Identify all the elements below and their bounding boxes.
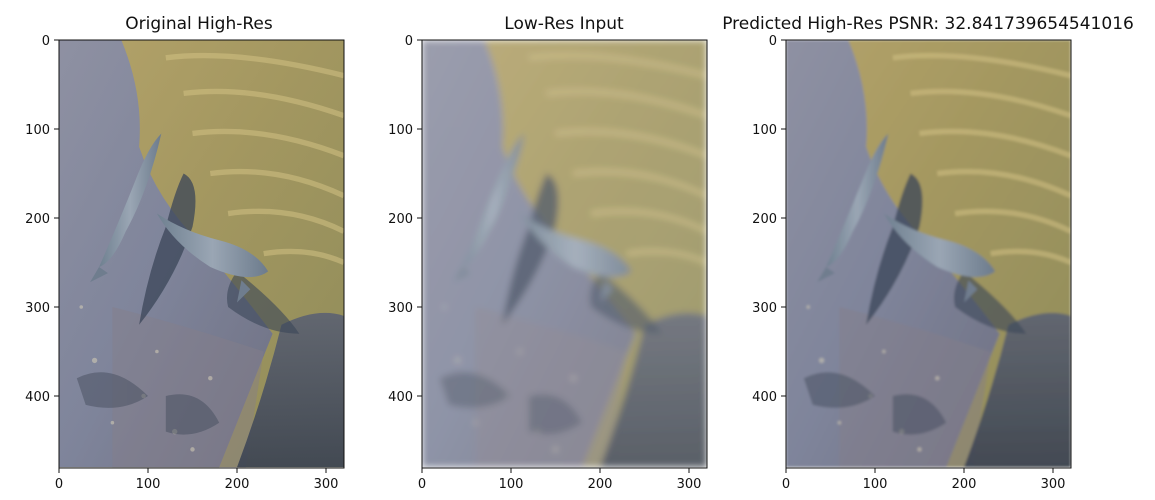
y-tick-label: 100: [25, 123, 50, 138]
panel-title: Low-Res Input: [504, 14, 624, 34]
y-tick-label: 100: [388, 123, 413, 138]
panel-original: Original High-Res 0 100 200 300 400 0 10…: [25, 14, 345, 492]
x-axis: 0 100 200 300: [782, 468, 1066, 492]
y-tick-label: 0: [42, 34, 50, 49]
original-image: [59, 40, 344, 467]
x-tick-label: 0: [418, 477, 426, 492]
y-tick-label: 200: [25, 212, 50, 227]
x-tick-label: 200: [952, 477, 977, 492]
x-tick-label: 200: [225, 477, 250, 492]
y-tick-label: 100: [752, 123, 777, 138]
y-tick-label: 400: [752, 390, 777, 405]
axes-frame: [421, 39, 708, 469]
y-tick-label: 400: [25, 390, 50, 405]
x-tick-label: 0: [782, 477, 790, 492]
y-tick-label: 200: [752, 212, 777, 227]
y-tick-label: 300: [752, 301, 777, 316]
panel-title: Original High-Res: [125, 14, 273, 34]
panel-predicted: Predicted High-Res PSNR: 32.841739654541…: [722, 14, 1134, 492]
y-axis: 0 100 200 300 400: [25, 34, 59, 405]
y-tick-label: 200: [388, 212, 413, 227]
x-tick-label: 300: [314, 477, 339, 492]
x-tick-label: 100: [499, 477, 524, 492]
x-tick-label: 0: [55, 477, 63, 492]
x-tick-label: 300: [677, 477, 702, 492]
y-tick-label: 0: [405, 34, 413, 49]
y-tick-label: 300: [388, 301, 413, 316]
predicted-image: [786, 40, 1071, 467]
low-res-image: [422, 40, 707, 467]
x-axis: 0 100 200 300: [418, 468, 702, 492]
axes-frame: [58, 39, 345, 469]
y-tick-label: 0: [769, 34, 777, 49]
axes-frame: [785, 39, 1072, 469]
panel-title: Predicted High-Res PSNR: 32.841739654541…: [722, 14, 1134, 34]
x-tick-label: 100: [136, 477, 161, 492]
y-axis: 0 100 200 300 400: [752, 34, 786, 405]
y-axis: 0 100 200 300 400: [388, 34, 422, 405]
x-tick-label: 200: [588, 477, 613, 492]
x-tick-label: 100: [863, 477, 888, 492]
x-tick-label: 300: [1041, 477, 1066, 492]
y-tick-label: 300: [25, 301, 50, 316]
panel-low-res: Low-Res Input 0 100 200 300 400 0 100 20…: [388, 14, 708, 492]
x-axis: 0 100 200 300: [55, 468, 339, 492]
y-tick-label: 400: [388, 390, 413, 405]
